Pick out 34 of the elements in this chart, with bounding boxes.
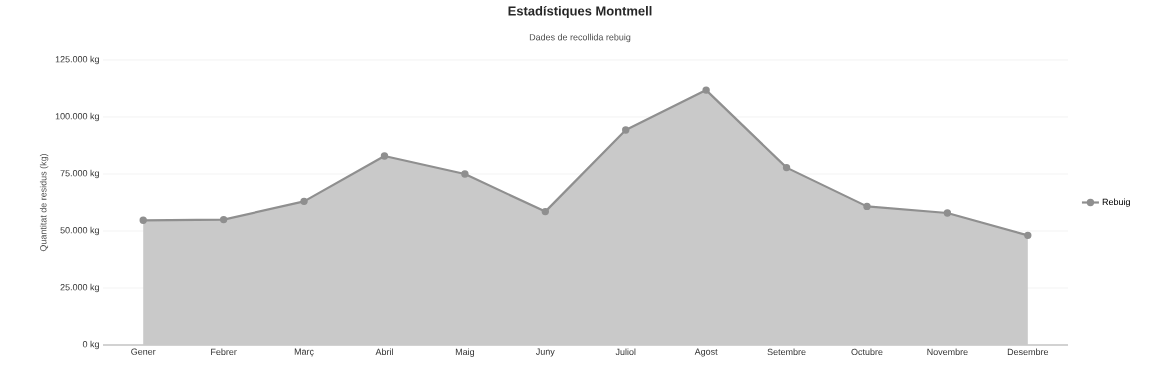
chart-subtitle: Dades de recollida rebuig [529,33,631,43]
x-tick-label: Febrer [211,348,237,356]
x-tick-label: Juny [535,348,555,357]
x-tick-label: Maig [455,348,475,357]
y-axis-title: Quantitat de residus (kg) [39,153,49,252]
x-tick-label: Abril [375,348,393,356]
point [541,207,549,216]
point [139,216,147,224]
point [943,209,952,217]
y-tick-label: 100.000 kg [55,112,99,122]
y-tick-label: 25.000 kg [60,283,99,293]
chart-title: Estadístiques Montmell [508,5,652,19]
x-tick-label: Març [294,348,314,357]
x-tick-label: Octubre [851,348,883,356]
point [380,152,389,160]
y-tick-label: 0 kg [82,340,99,350]
x-tick-label: Setembre [767,348,806,356]
point [863,202,871,211]
x-tick-label: Agost [694,348,718,357]
point [300,197,308,206]
y-tick-label: 50.000 kg [60,226,99,236]
x-tick-label: Novembre [927,348,968,356]
legend-label: Rebuig [1102,198,1130,207]
point [622,126,630,134]
x-tick-label: Gener [131,348,156,355]
point [1024,231,1032,240]
y-tick-label: 75.000 kg [60,169,99,179]
point [219,215,228,224]
x-tick-label: Juliol [615,348,636,356]
point [782,163,791,172]
y-tick-label: 125.000 kg [55,55,99,65]
x-tick-label: Desembre [1007,348,1049,356]
point [461,170,469,178]
point [702,86,710,94]
